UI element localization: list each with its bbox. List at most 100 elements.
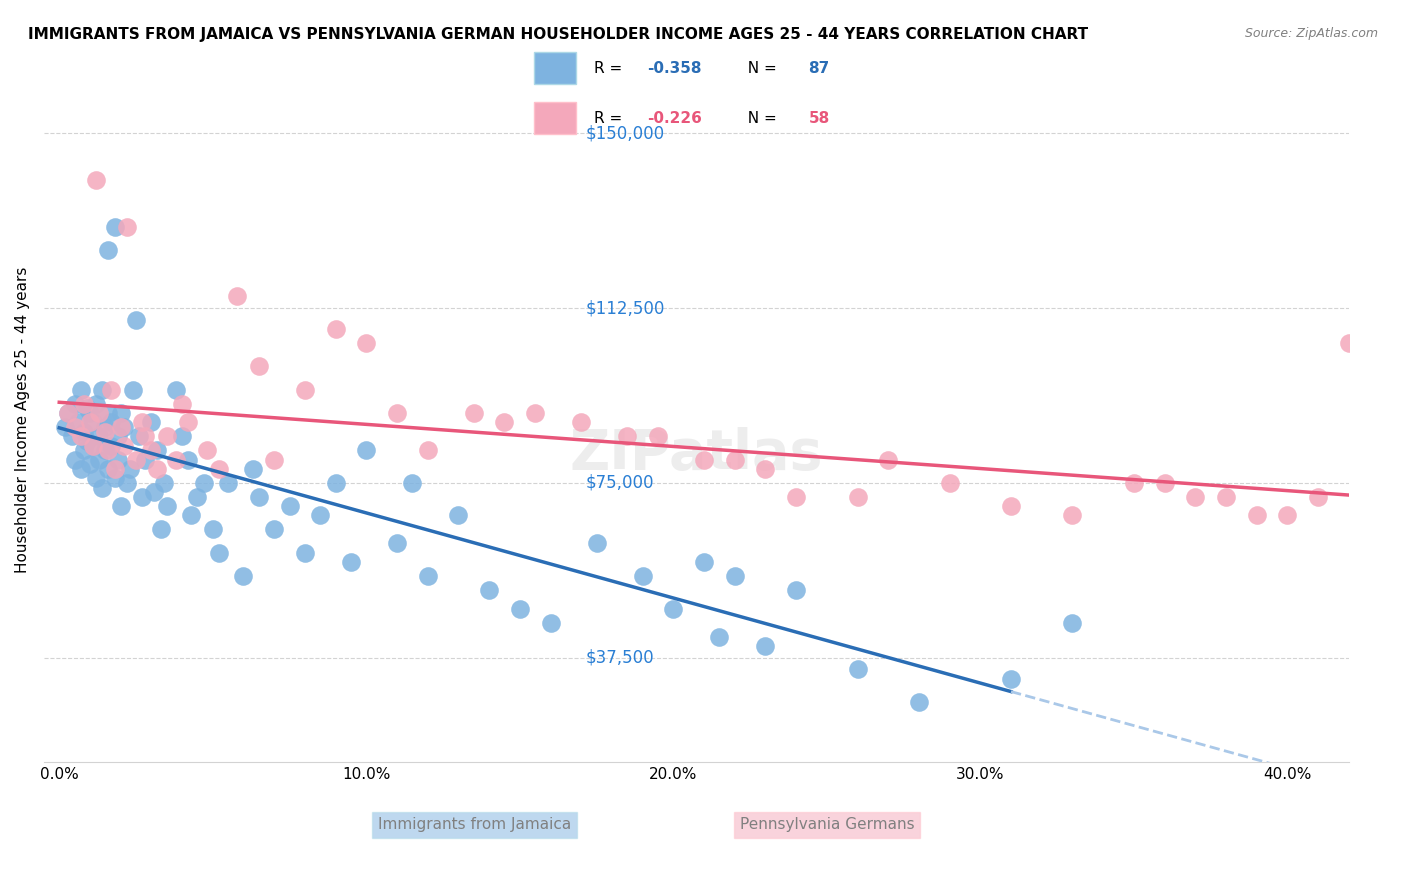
- Point: [110, 406, 132, 420]
- Point: [647, 429, 669, 443]
- Point: [66, 415, 89, 429]
- Point: [754, 639, 776, 653]
- Point: [846, 662, 869, 676]
- Point: [94, 425, 117, 439]
- Point: [247, 359, 270, 374]
- Point: [134, 429, 156, 443]
- Point: [107, 452, 129, 467]
- Point: [100, 415, 122, 429]
- Point: [79, 457, 101, 471]
- Point: [242, 462, 264, 476]
- Point: [143, 485, 166, 500]
- Point: [73, 443, 96, 458]
- Y-axis label: Householder Income Ages 25 - 44 years: Householder Income Ages 25 - 44 years: [15, 267, 30, 574]
- Point: [585, 536, 607, 550]
- Point: [89, 406, 111, 420]
- Point: [509, 601, 531, 615]
- Point: [524, 406, 547, 420]
- Point: [662, 601, 685, 615]
- Point: [125, 312, 148, 326]
- Text: Immigrants from Jamaica: Immigrants from Jamaica: [378, 817, 571, 832]
- Point: [118, 462, 141, 476]
- Text: 58: 58: [808, 111, 830, 126]
- Point: [134, 452, 156, 467]
- Text: N =: N =: [738, 61, 782, 76]
- Point: [401, 475, 423, 490]
- Point: [110, 499, 132, 513]
- Text: $75,000: $75,000: [585, 474, 654, 491]
- Point: [1122, 475, 1144, 490]
- Point: [356, 443, 378, 458]
- Point: [186, 490, 208, 504]
- Point: [263, 523, 285, 537]
- Point: [115, 219, 138, 234]
- Point: [97, 406, 120, 420]
- Point: [180, 508, 202, 523]
- Point: [58, 406, 80, 420]
- Point: [79, 406, 101, 420]
- Point: [569, 415, 592, 429]
- Point: [201, 523, 224, 537]
- Point: [103, 462, 125, 476]
- Point: [84, 173, 107, 187]
- Point: [97, 243, 120, 257]
- Point: [63, 420, 86, 434]
- Point: [112, 420, 135, 434]
- Point: [1062, 508, 1084, 523]
- Point: [170, 429, 193, 443]
- Point: [84, 397, 107, 411]
- Point: [73, 425, 96, 439]
- Point: [263, 452, 285, 467]
- Point: [785, 490, 807, 504]
- Point: [724, 452, 747, 467]
- Point: [82, 415, 104, 429]
- Point: [616, 429, 638, 443]
- Point: [156, 429, 179, 443]
- Point: [91, 481, 114, 495]
- Point: [100, 439, 122, 453]
- Point: [1215, 490, 1237, 504]
- Point: [463, 406, 485, 420]
- Point: [247, 490, 270, 504]
- Text: -0.358: -0.358: [647, 61, 702, 76]
- Point: [226, 289, 249, 303]
- Point: [76, 401, 98, 416]
- Point: [122, 383, 145, 397]
- Point: [631, 569, 654, 583]
- Point: [416, 569, 439, 583]
- Point: [195, 443, 218, 458]
- Point: [478, 582, 501, 597]
- Point: [58, 406, 80, 420]
- Point: [76, 434, 98, 448]
- Point: [1000, 499, 1022, 513]
- Point: [325, 322, 347, 336]
- Point: [149, 523, 172, 537]
- Point: [208, 462, 231, 476]
- Point: [540, 615, 562, 630]
- Text: R =: R =: [595, 111, 627, 126]
- Point: [152, 475, 174, 490]
- Point: [177, 415, 200, 429]
- Point: [94, 443, 117, 458]
- Point: [165, 452, 187, 467]
- Point: [416, 443, 439, 458]
- FancyBboxPatch shape: [534, 52, 576, 85]
- Point: [170, 397, 193, 411]
- Point: [69, 429, 91, 443]
- Text: IMMIGRANTS FROM JAMAICA VS PENNSYLVANIA GERMAN HOUSEHOLDER INCOME AGES 25 - 44 Y: IMMIGRANTS FROM JAMAICA VS PENNSYLVANIA …: [28, 27, 1088, 42]
- Point: [938, 475, 960, 490]
- Text: Source: ZipAtlas.com: Source: ZipAtlas.com: [1244, 27, 1378, 40]
- Point: [55, 420, 77, 434]
- Point: [100, 383, 122, 397]
- Point: [846, 490, 869, 504]
- Point: [785, 582, 807, 597]
- Point: [69, 383, 91, 397]
- Point: [89, 429, 111, 443]
- Text: ZIPatlas: ZIPatlas: [569, 427, 823, 481]
- Point: [278, 499, 301, 513]
- Point: [208, 546, 231, 560]
- Point: [1184, 490, 1206, 504]
- Point: [94, 420, 117, 434]
- Point: [131, 415, 153, 429]
- Point: [82, 439, 104, 453]
